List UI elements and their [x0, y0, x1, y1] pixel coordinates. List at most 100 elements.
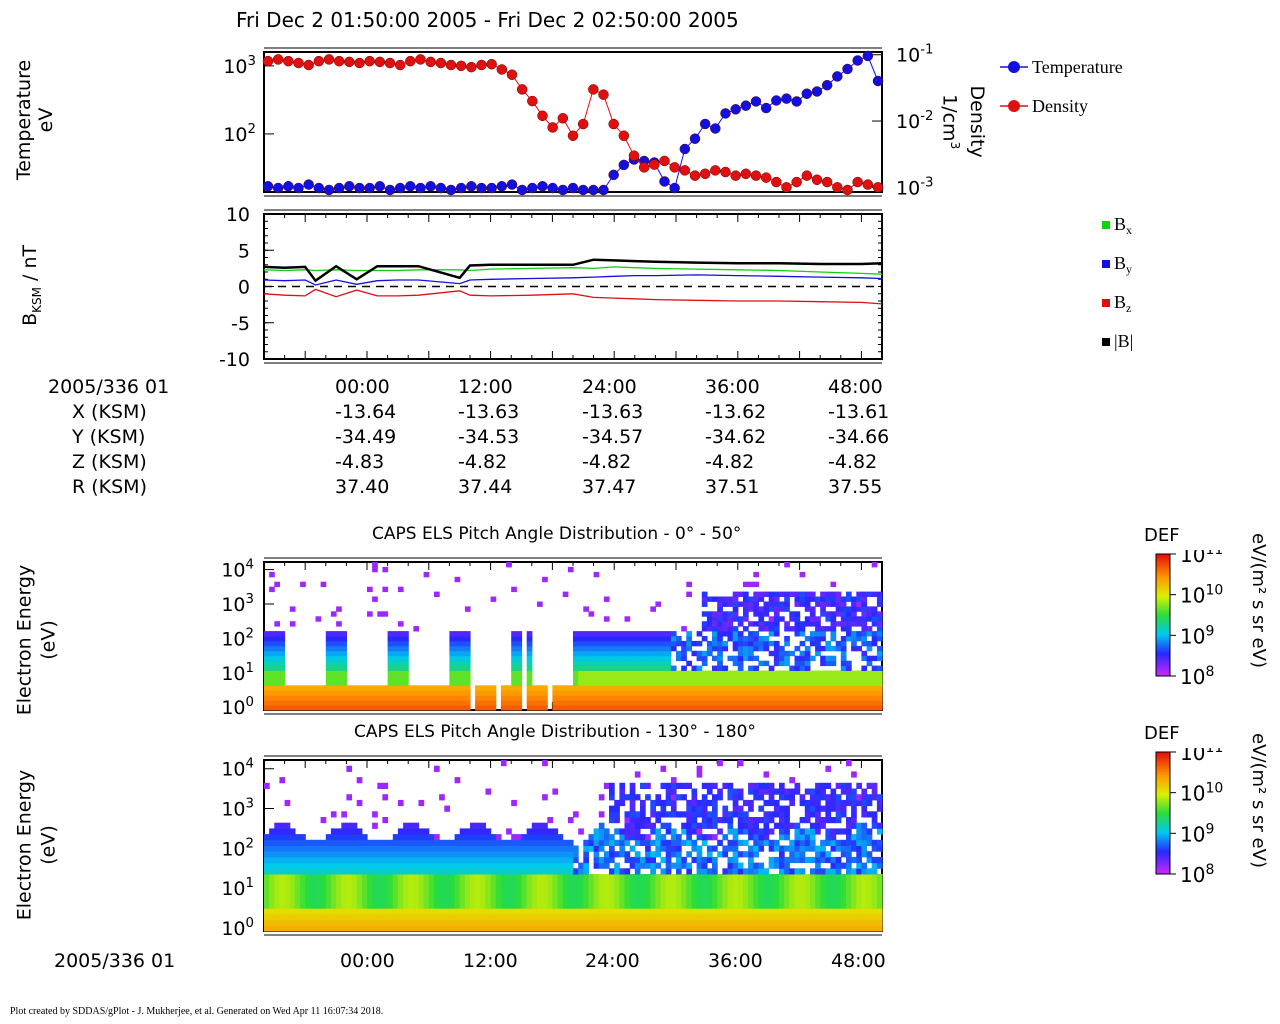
spectrogram-cell [706, 690, 713, 696]
spectrogram-cell [846, 868, 852, 875]
spectrogram-cell [459, 925, 466, 932]
spectrogram-cell [454, 885, 461, 892]
ephemeris-time: 00:00 [335, 376, 390, 398]
spectrogram-cell [851, 705, 857, 711]
spectrogram-cell [444, 700, 450, 706]
spectrogram-cell [619, 891, 626, 898]
spectrogram-cell [861, 799, 868, 807]
spectrogram-cell [768, 885, 775, 892]
spectrogram-cell [408, 695, 414, 701]
spectrogram-cell [660, 902, 667, 909]
spectrogram-cell [861, 874, 868, 881]
spectrogram-cell [367, 685, 373, 691]
spectrogram-cell [315, 862, 322, 869]
spectrogram-cell [825, 851, 832, 858]
spectrogram-cell [603, 839, 610, 846]
spectrogram-cell [696, 822, 703, 829]
spectrogram-cell [789, 611, 795, 617]
spectrogram-cell [434, 591, 440, 597]
spectrogram-cell [264, 700, 270, 706]
spectrogram-cell [418, 902, 425, 909]
spectrogram-cell [413, 845, 420, 852]
spectrogram-cell [851, 839, 857, 846]
spectrogram-cell [655, 705, 662, 711]
spectrogram-cell [336, 705, 342, 711]
spectrogram-cell [758, 670, 765, 676]
spectrogram-cell [861, 908, 868, 915]
spectrogram-cell [485, 908, 492, 915]
spectrogram-cell [809, 695, 816, 701]
data-point-temperature [608, 169, 619, 181]
spectrogram-cell [830, 919, 837, 926]
spectrogram-cell [737, 636, 744, 642]
spectrogram-cell [861, 675, 868, 681]
spectrogram-cell [820, 636, 826, 642]
spectrogram-cell [310, 862, 317, 869]
ephemeris-value: -34.49 [335, 426, 397, 448]
spectrogram-cell [794, 670, 801, 676]
spectrogram-cell [871, 700, 878, 706]
colorbar-segment [1156, 863, 1170, 867]
spectrogram-cell [330, 650, 337, 657]
spectrogram-cell [336, 695, 342, 701]
spectrogram-cell [686, 896, 692, 903]
spectrogram-cell [392, 879, 399, 886]
spectrogram-cell [784, 925, 790, 932]
spectrogram-cell [624, 655, 631, 662]
spectrogram-cell [418, 828, 425, 835]
spectrogram-cell [624, 817, 631, 824]
spectrogram-cell [418, 685, 425, 691]
spectrogram-cell [840, 700, 847, 706]
spectrogram-cell [506, 868, 512, 875]
spectrogram-cell [820, 685, 826, 691]
spectrogram-cell [640, 655, 646, 662]
spectrogram-cell [583, 685, 589, 691]
spectrogram-cell [779, 670, 785, 676]
spectrogram-cell [377, 902, 383, 909]
spectrogram-cell [500, 856, 507, 864]
spectrogram-cell [603, 665, 610, 671]
spectrogram-cell [840, 695, 847, 701]
spectrogram-cell [578, 675, 584, 681]
spectrogram-2-axis-label: Electron Energy (eV) [8, 765, 64, 925]
spectrogram-cell [737, 645, 744, 652]
spectrogram-cell [676, 885, 682, 892]
spectrogram-cell [264, 925, 270, 932]
spectrogram-cell [650, 879, 656, 886]
spectrogram-cell [640, 822, 646, 829]
spectrogram-cell [511, 675, 517, 681]
spectrogram-cell [351, 913, 358, 921]
spectrogram-cell [876, 695, 883, 701]
spectrogram-cell [866, 891, 873, 898]
spectrogram-cell [480, 891, 486, 898]
spectrogram-cell [825, 811, 832, 818]
spectrogram-cell [820, 925, 826, 932]
spectrogram-cell [583, 645, 589, 652]
spectrogram-cell [500, 925, 507, 932]
spectrogram-cell [691, 908, 698, 915]
spectrogram-cell [840, 680, 847, 686]
spectrogram-cell [614, 811, 620, 818]
spectrogram-cell [516, 650, 523, 657]
spectrogram-cell [763, 925, 770, 932]
spectrogram-cell [330, 636, 337, 642]
spectrogram-cell [861, 805, 868, 812]
data-point-density [466, 61, 477, 73]
spectrogram-cell [696, 868, 703, 875]
spectrogram-cell [372, 562, 378, 568]
spectrogram-cell [346, 879, 353, 886]
spectrogram-cell [846, 670, 852, 676]
colorbar-segment [1156, 754, 1170, 757]
spectrogram-cell [495, 851, 502, 858]
spectrogram-cell [614, 913, 620, 921]
spectrogram-cell [717, 655, 723, 662]
colorbar-segment [1156, 560, 1170, 563]
spectrogram-cell [264, 685, 270, 691]
spectrogram-cell [665, 919, 672, 926]
spectrogram-cell [732, 660, 739, 667]
spectrogram-cell [794, 705, 801, 711]
spectrogram-cell [712, 782, 718, 789]
spectrogram-cell [470, 925, 476, 932]
spectrogram-cell [835, 902, 842, 909]
bfield-label-sub: KSM [30, 286, 45, 313]
